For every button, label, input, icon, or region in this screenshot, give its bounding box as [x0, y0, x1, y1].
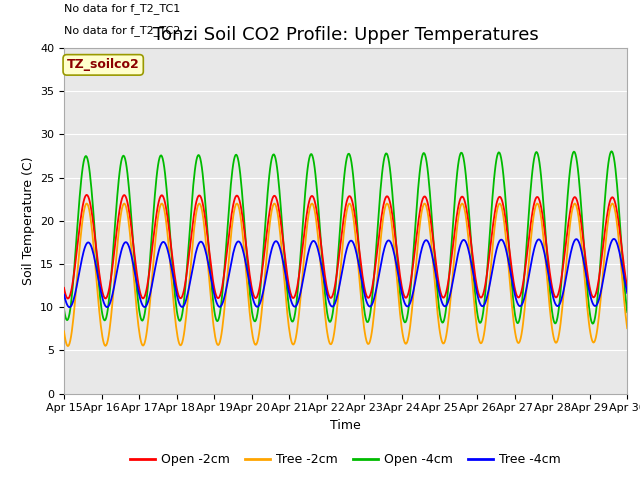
Text: No data for f_T2_TC1: No data for f_T2_TC1	[64, 3, 180, 14]
Text: No data for f_T2_TC2: No data for f_T2_TC2	[64, 25, 180, 36]
X-axis label: Time: Time	[330, 419, 361, 432]
Legend: Open -2cm, Tree -2cm, Open -4cm, Tree -4cm: Open -2cm, Tree -2cm, Open -4cm, Tree -4…	[125, 448, 566, 471]
Title: Tonzi Soil CO2 Profile: Upper Temperatures: Tonzi Soil CO2 Profile: Upper Temperatur…	[153, 25, 538, 44]
Text: TZ_soilco2: TZ_soilco2	[67, 59, 140, 72]
Y-axis label: Soil Temperature (C): Soil Temperature (C)	[22, 156, 35, 285]
